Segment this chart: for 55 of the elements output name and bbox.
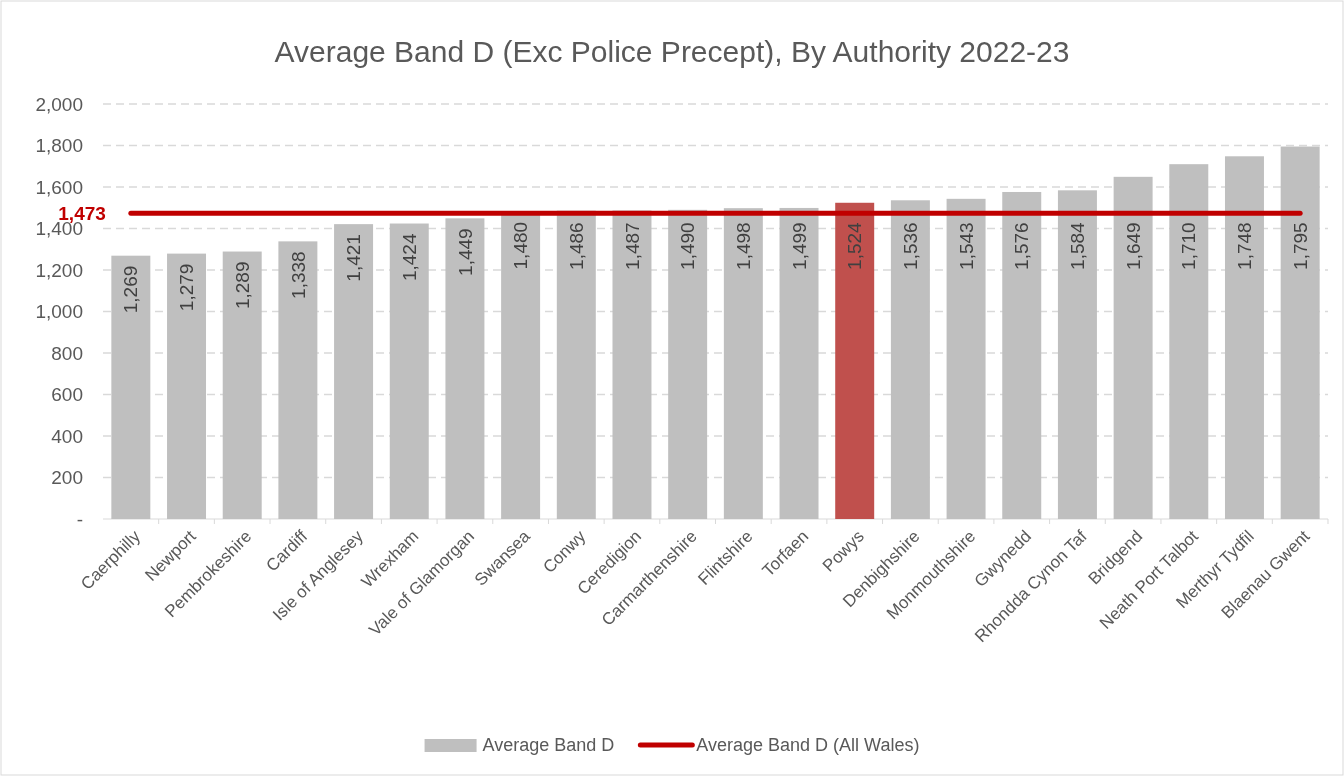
data-label: 1,486	[565, 222, 587, 270]
chart-title: Average Band D (Exc Police Precept), By Authority 2022-23	[274, 35, 1070, 68]
data-label: 1,480	[510, 221, 532, 270]
bar	[723, 208, 763, 519]
y-tick-label: 1,800	[35, 135, 83, 157]
data-label: 1,449	[454, 228, 476, 276]
bar	[779, 207, 819, 519]
data-label: 1,524	[844, 221, 866, 270]
y-tick-label: 1,600	[35, 176, 83, 198]
data-label: 1,543	[955, 222, 977, 270]
y-tick-label: 200	[51, 467, 83, 489]
data-label: 1,487	[621, 222, 643, 270]
bar	[389, 223, 429, 519]
data-label: 1,490	[677, 222, 699, 270]
bar	[445, 218, 485, 519]
data-label: 1,748	[1234, 222, 1256, 270]
data-label: 1,424	[398, 233, 420, 282]
data-label: 1,421	[343, 234, 365, 282]
bar	[278, 241, 318, 519]
data-label: 1,576	[1011, 222, 1033, 270]
bar	[612, 210, 652, 519]
bar	[1113, 176, 1153, 519]
bar	[167, 253, 207, 519]
y-tick-label: 800	[51, 342, 83, 364]
data-label: 1,279	[176, 263, 198, 312]
bar	[1280, 146, 1320, 519]
data-label: 1,710	[1178, 222, 1200, 270]
data-label: 1,498	[732, 222, 754, 270]
legend-label: Average Band D	[482, 735, 615, 756]
data-label: 1,499	[788, 222, 810, 270]
data-label: 1,269	[120, 265, 142, 314]
bar	[1002, 191, 1042, 519]
data-label: 1,338	[287, 251, 309, 299]
y-tick-label: 600	[51, 384, 83, 406]
y-tick-label: 2,000	[35, 93, 83, 115]
data-label: 1,795	[1289, 222, 1311, 270]
legend-label: Average Band D (All Wales)	[696, 735, 920, 756]
bar	[222, 251, 262, 519]
data-label: 1,584	[1067, 221, 1089, 270]
bar	[668, 209, 708, 519]
y-tick-label: 1,200	[35, 259, 83, 281]
bar	[890, 200, 930, 519]
bar	[1057, 190, 1097, 519]
bar	[1169, 164, 1209, 519]
y-tick-label: -	[76, 508, 83, 530]
bar	[334, 224, 374, 519]
bar	[835, 202, 875, 519]
data-label: 1,536	[900, 222, 922, 270]
data-label: 1,649	[1122, 222, 1144, 270]
bar	[946, 198, 986, 519]
y-tick-label: 1,000	[35, 301, 83, 323]
bar	[1224, 156, 1264, 519]
y-tick-label: 400	[51, 425, 83, 447]
bar	[111, 255, 151, 519]
data-label: 1,289	[231, 261, 253, 310]
